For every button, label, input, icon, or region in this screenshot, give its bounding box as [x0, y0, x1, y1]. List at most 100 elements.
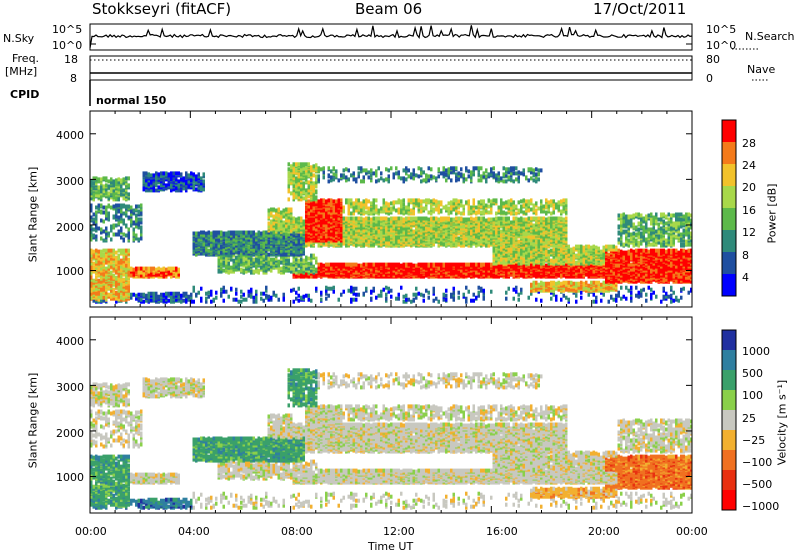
- power-cell: [295, 176, 298, 180]
- power-cell: [265, 294, 268, 298]
- power-cell: [115, 215, 118, 219]
- power-cell: [348, 217, 351, 221]
- power-cell: [120, 178, 123, 182]
- power-cell: [363, 218, 366, 222]
- power-cell: [295, 291, 298, 295]
- power-cell: [368, 211, 371, 215]
- power-cell: [250, 288, 253, 292]
- power-cell: [118, 254, 121, 258]
- power-cell: [308, 180, 311, 184]
- power-cell: [183, 292, 186, 296]
- power-cell: [273, 258, 276, 262]
- power-cell: [133, 293, 136, 297]
- power-cell: [123, 212, 126, 216]
- power-cell: [310, 299, 313, 303]
- power-cell: [355, 287, 358, 291]
- power-cell: [350, 173, 353, 177]
- power-cell: [110, 294, 113, 298]
- power-cell: [303, 196, 306, 200]
- power-cell: [113, 249, 116, 253]
- power-cell: [283, 266, 286, 270]
- power-cell: [123, 233, 126, 237]
- power-cell: [403, 295, 406, 299]
- power-cell: [233, 259, 236, 263]
- power-cell: [113, 274, 116, 278]
- power-cell: [198, 232, 201, 236]
- power-cell: [168, 172, 171, 176]
- power-cell: [113, 224, 116, 228]
- power-cell: [395, 209, 398, 213]
- power-cell: [305, 256, 308, 260]
- power-cell: [385, 293, 388, 297]
- power-cell: [348, 289, 351, 293]
- power-cell: [408, 263, 411, 267]
- power-cell: [193, 172, 196, 176]
- power-cell: [363, 175, 366, 179]
- power-cell: [128, 176, 131, 180]
- power-cell: [348, 263, 351, 267]
- power-cell: [385, 217, 388, 221]
- power-cell: [130, 293, 133, 297]
- power-cell: [323, 170, 326, 174]
- power-cell: [253, 300, 256, 304]
- power-cell: [243, 298, 246, 302]
- power-cell: [343, 290, 346, 294]
- power-cell: [100, 228, 103, 232]
- power-cell: [303, 170, 306, 174]
- power-cell: [158, 267, 161, 271]
- power-cell: [353, 177, 356, 181]
- power-cell: [380, 294, 383, 298]
- power-cell: [380, 263, 383, 267]
- power-cell: [150, 173, 153, 177]
- power-cell: [400, 286, 403, 290]
- power-cell: [413, 198, 416, 202]
- power-cell: [128, 205, 131, 209]
- power-cell: [333, 172, 336, 176]
- power-cell: [355, 177, 358, 181]
- power-cell: [140, 237, 143, 241]
- power-cell: [228, 231, 231, 235]
- power-cell: [288, 171, 291, 175]
- power-cell: [338, 263, 341, 267]
- power-cell: [295, 297, 298, 301]
- power-cell: [413, 293, 416, 297]
- power-cell: [373, 263, 376, 267]
- power-cell: [290, 191, 293, 195]
- nsky-panel-frame: [90, 24, 692, 50]
- power-cell: [330, 169, 333, 173]
- power-cell: [300, 172, 303, 176]
- power-cell: [338, 178, 341, 182]
- power-cell: [345, 198, 348, 202]
- power-cell: [223, 269, 226, 273]
- power-cell: [360, 179, 363, 183]
- power-cell: [375, 179, 378, 183]
- power-cell: [295, 168, 298, 172]
- power-cell: [360, 217, 363, 221]
- power-cell: [100, 237, 103, 241]
- power-cell: [388, 218, 391, 222]
- power-cell: [198, 291, 201, 295]
- power-cell: [408, 202, 411, 206]
- power-cell: [365, 217, 368, 221]
- power-cell: [318, 174, 321, 178]
- power-cell: [125, 224, 128, 228]
- power-cell: [305, 166, 308, 170]
- power-cell: [135, 205, 138, 209]
- power-cell: [230, 287, 233, 291]
- power-cell: [383, 178, 386, 182]
- power-cell: [200, 243, 203, 247]
- power-cell: [395, 166, 398, 170]
- power-cell: [170, 171, 173, 175]
- power-cell: [263, 292, 266, 296]
- power-cell: [103, 220, 106, 224]
- power-cell: [303, 220, 306, 224]
- power-cell: [405, 177, 408, 181]
- power-cell: [158, 295, 161, 299]
- power-cell: [393, 263, 396, 267]
- power-cell: [95, 206, 98, 210]
- power-cell: [108, 265, 111, 269]
- power-cell: [335, 173, 338, 177]
- power-cell: [370, 297, 373, 301]
- power-cell: [390, 295, 393, 299]
